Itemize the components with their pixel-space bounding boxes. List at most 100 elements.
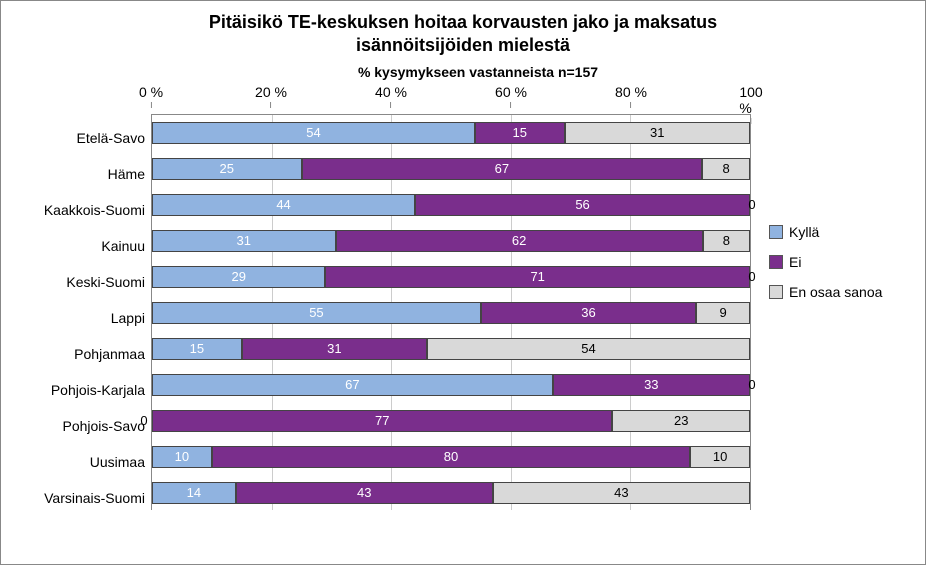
bar-segment: 43 [493,482,750,504]
bar-segment: 29 [152,266,325,288]
bar-segment: 33 [553,374,750,396]
x-tick-label: 80 % [615,84,647,100]
bar-segment: 23 [612,410,750,432]
y-label: Pohjanmaa [11,336,151,372]
stacked-bar: 31628 [152,230,750,252]
x-tick-mark [630,102,631,108]
bar-segment: 80 [212,446,690,468]
bar-segment: 31 [152,230,336,252]
y-label: Pohjois-Savo [11,408,151,444]
bar-segment: 9 [696,302,750,324]
y-label: Etelä-Savo [11,120,151,156]
stacked-bar: 29710 [152,266,750,288]
bar-segment: 10 [152,446,212,468]
stacked-bar: 153154 [152,338,750,360]
x-tick: 80 % [615,84,647,108]
bar-segment: 15 [152,338,242,360]
chart-bars: 5415312567844560316282971055369153154673… [151,114,751,510]
bar-segment: 25 [152,158,302,180]
bar-segment: 31 [565,122,750,144]
bar-segment: 31 [242,338,427,360]
bar-segment: 8 [703,230,750,252]
bar-segment: 43 [236,482,493,504]
legend: Kyllä Ei En osaa sanoa [769,84,882,314]
bar-row: 541531 [152,115,750,151]
x-tick: 0 % [139,84,163,108]
legend-item: Ei [769,254,882,270]
y-label: Lappi [11,300,151,336]
y-label: Keski-Suomi [11,264,151,300]
stacked-bar: 44560 [152,194,750,216]
x-tick-label: 40 % [375,84,407,100]
bar-segment: 10 [690,446,750,468]
bar-segment: 62 [336,230,703,252]
plot-area: Etelä-SavoHämeKaakkois-SuomiKainuuKeski-… [11,84,751,516]
legend-label: Ei [789,254,801,270]
data-label: 0 [748,269,755,284]
bar-segment: 44 [152,194,415,216]
x-tick-label: 60 % [495,84,527,100]
legend-swatch [769,285,783,299]
x-axis: 0 %20 %40 %60 %80 %100 % [151,84,751,114]
data-label: 0 [748,377,755,392]
bar-row: 29710 [152,259,750,295]
legend-item: En osaa sanoa [769,284,882,300]
stacked-bar: 144343 [152,482,750,504]
x-tick: 40 % [375,84,407,108]
bar-row: 67330 [152,367,750,403]
x-tick-mark [270,102,271,108]
bar-row: 25678 [152,151,750,187]
legend-label: En osaa sanoa [789,284,882,300]
legend-swatch [769,225,783,239]
bar-segment: 67 [302,158,703,180]
bar-segment: 71 [325,266,750,288]
x-tick-mark [510,102,511,108]
stacked-bar: 108010 [152,446,750,468]
data-label: 0 [748,197,755,212]
title-line2: isännöitsijöiden mielestä [356,35,570,55]
bar-segment: 67 [152,374,553,396]
y-label: Kaakkois-Suomi [11,192,151,228]
y-label: Uusimaa [11,444,151,480]
bar-row: 07723 [152,403,750,439]
stacked-bar: 541531 [152,122,750,144]
x-tick: 60 % [495,84,527,108]
title-line1: Pitäisikö TE-keskuksen hoitaa korvausten… [209,12,717,32]
y-label: Kainuu [11,228,151,264]
legend-swatch [769,255,783,269]
bar-segment: 77 [152,410,612,432]
x-tick-mark [151,102,152,108]
bar-segment: 56 [415,194,750,216]
bar-row: 55369 [152,295,750,331]
x-tick: 20 % [255,84,287,108]
y-label: Varsinais-Suomi [11,480,151,516]
stacked-bar: 25678 [152,158,750,180]
x-tick-mark [390,102,391,108]
legend-label: Kyllä [789,224,819,240]
bar-row: 144343 [152,475,750,511]
bar-segment: 15 [475,122,565,144]
chart-title: Pitäisikö TE-keskuksen hoitaa korvausten… [11,11,915,58]
bar-segment: 8 [702,158,750,180]
bar-row: 31628 [152,223,750,259]
bar-row: 153154 [152,331,750,367]
bar-segment: 55 [152,302,481,324]
y-label: Pohjois-Karjala [11,372,151,408]
x-tick-label: 0 % [139,84,163,100]
x-tick-label: 20 % [255,84,287,100]
y-label: Häme [11,156,151,192]
stacked-bar: 55369 [152,302,750,324]
bar-segment: 14 [152,482,236,504]
chart-subtitle: % kysymykseen vastanneista n=157 [11,64,915,80]
x-tick-label: 100 % [739,84,762,116]
legend-item: Kyllä [769,224,882,240]
bar-row: 108010 [152,439,750,475]
data-label: 0 [140,413,147,428]
stacked-bar: 07723 [152,410,750,432]
bar-segment: 54 [152,122,475,144]
bar-row: 44560 [152,187,750,223]
y-axis-labels: Etelä-SavoHämeKaakkois-SuomiKainuuKeski-… [11,84,151,516]
bar-segment: 36 [481,302,696,324]
stacked-bar: 67330 [152,374,750,396]
bar-segment: 54 [427,338,750,360]
